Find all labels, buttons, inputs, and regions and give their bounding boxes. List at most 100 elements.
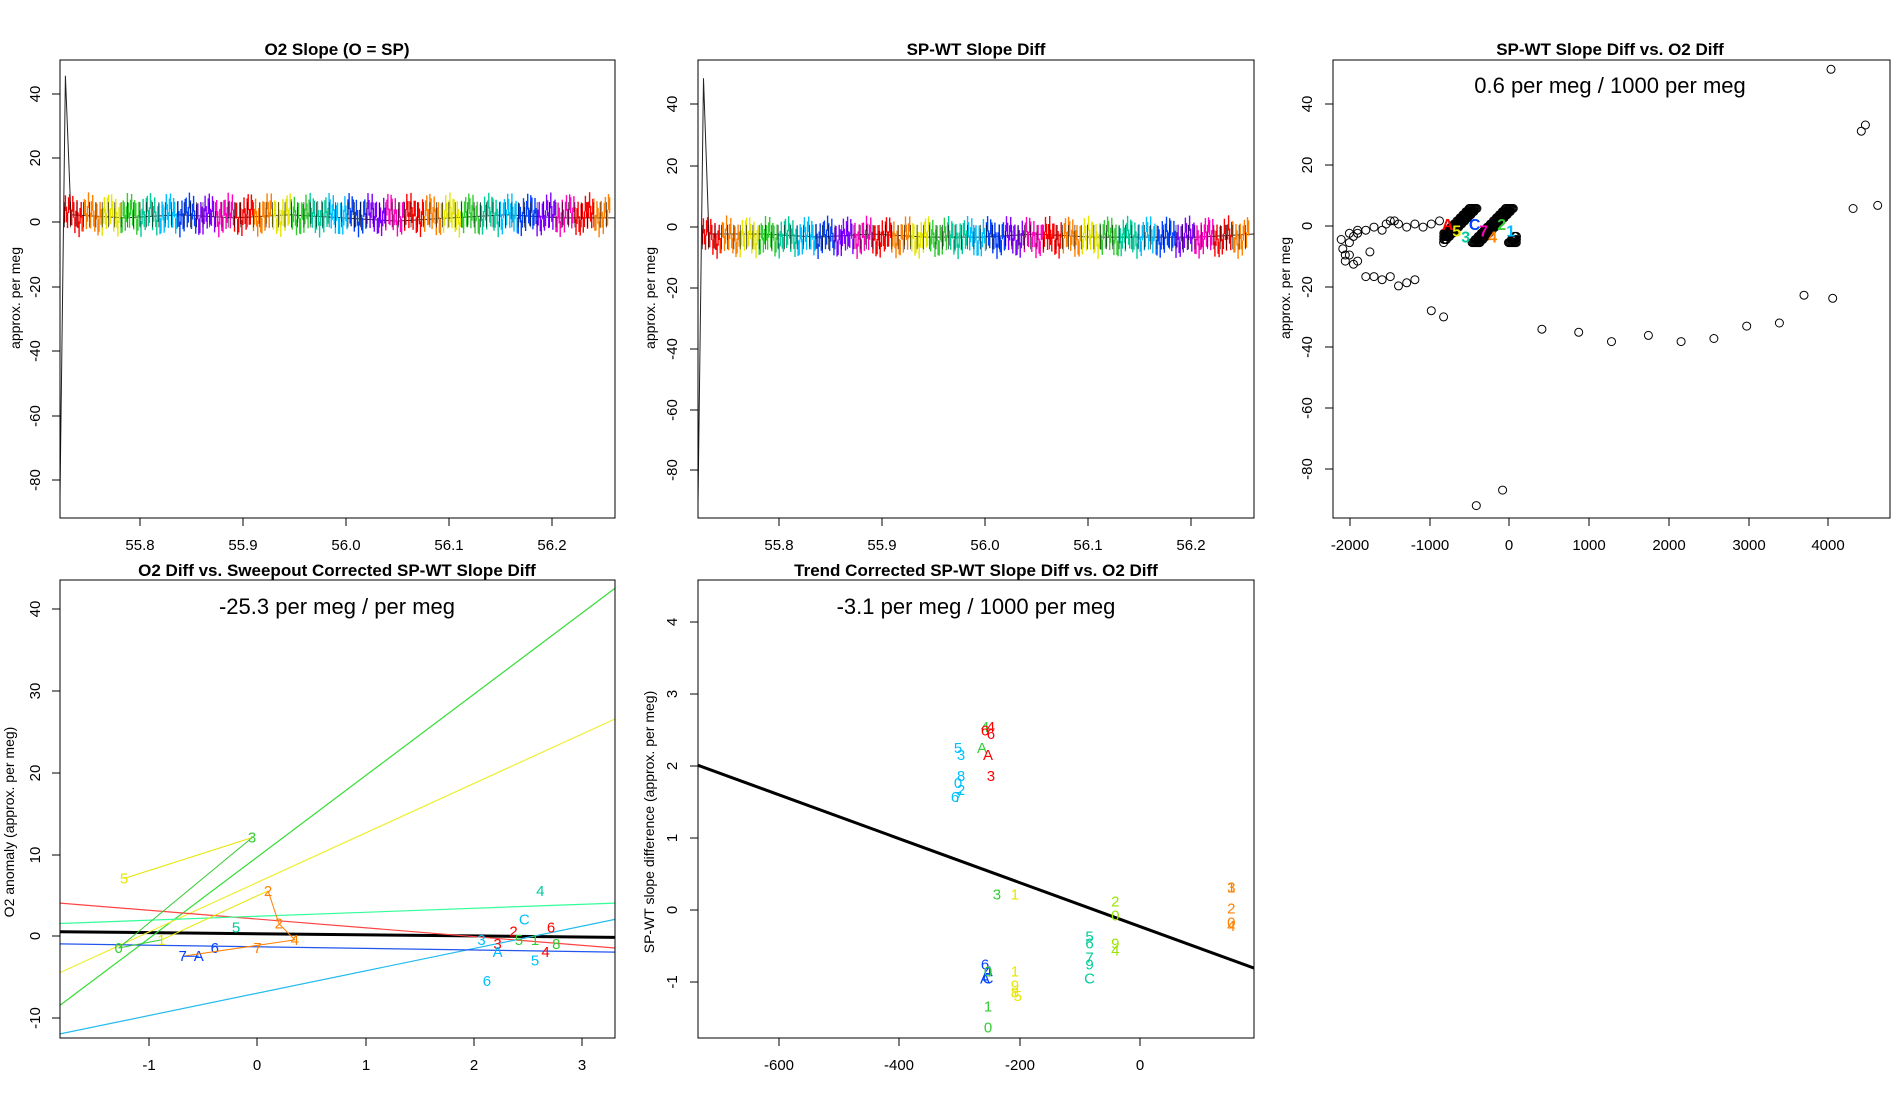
y-tick-label: -80 bbox=[1299, 458, 1316, 480]
x-tick-label: 56.1 bbox=[1073, 537, 1102, 554]
data-point bbox=[1446, 222, 1456, 232]
x-tick-label: 55.9 bbox=[867, 537, 896, 554]
data-point bbox=[1491, 213, 1501, 223]
x-tick-label: -2000 bbox=[1331, 537, 1369, 554]
data-point bbox=[1365, 247, 1375, 257]
group-fit-line bbox=[60, 587, 615, 1006]
point-label: 6 bbox=[987, 726, 995, 743]
y-tick-label: -60 bbox=[1299, 397, 1316, 419]
panel-trend-corrected: Trend Corrected SP-WT Slope Diff vs. O2 … bbox=[641, 561, 1255, 1074]
point-label: 5 bbox=[120, 871, 128, 888]
data-point bbox=[1353, 256, 1363, 266]
data-point bbox=[1353, 225, 1363, 235]
y-tick-label: 0 bbox=[664, 223, 681, 231]
data-point bbox=[1464, 204, 1474, 213]
data-point bbox=[1467, 238, 1477, 248]
x-tick-label: 0 bbox=[1505, 537, 1513, 554]
data-point bbox=[1377, 225, 1387, 235]
point-label: 6 bbox=[1085, 936, 1093, 953]
y-axis: 4 3 2 1 0 -1 bbox=[664, 618, 699, 989]
panel-slope-diff: SP-WT Slope Diff approx. per meg 55.8 55… bbox=[642, 40, 1255, 554]
data-point bbox=[1338, 244, 1348, 254]
data-point bbox=[1848, 204, 1858, 213]
point-label: 3 bbox=[493, 936, 501, 953]
x-tick-label: 1000 bbox=[1572, 537, 1605, 554]
data-point bbox=[1799, 290, 1809, 300]
x-tick-label: 4000 bbox=[1811, 537, 1844, 554]
connector-line bbox=[267, 890, 280, 924]
point-label: 8 bbox=[957, 768, 965, 785]
point-label: 0 bbox=[984, 1020, 992, 1037]
point-label: 7 bbox=[954, 789, 962, 806]
point-label: 1 bbox=[1506, 223, 1515, 240]
y-tick-label: -10 bbox=[27, 1007, 44, 1029]
y-tick-label: 0 bbox=[1299, 222, 1316, 230]
data-point bbox=[1828, 293, 1838, 303]
slope-annotation: -3.1 per meg / 1000 per meg bbox=[837, 594, 1116, 619]
group-fit-line bbox=[60, 902, 615, 949]
y-tick-label: 20 bbox=[1299, 157, 1316, 174]
x-tick-label: -1000 bbox=[1411, 537, 1449, 554]
y-axis-label: O2 anomaly (approx. per meg) bbox=[1, 727, 17, 918]
point-label: 5 bbox=[954, 740, 962, 757]
data-point bbox=[1340, 256, 1350, 266]
data-point bbox=[1377, 275, 1387, 285]
point-label: 6 bbox=[951, 789, 959, 806]
point-label: 7 bbox=[1085, 950, 1093, 967]
point-label: 3 bbox=[1227, 880, 1235, 897]
point-label: 4 bbox=[1227, 918, 1235, 935]
data-point bbox=[1435, 216, 1444, 226]
data-point bbox=[1439, 312, 1449, 322]
point-label: 8 bbox=[1011, 985, 1019, 1002]
data-point bbox=[1439, 228, 1449, 238]
point-label: 0 bbox=[115, 940, 123, 957]
data-point bbox=[1394, 281, 1403, 291]
panel-title: SP-WT Slope Diff vs. O2 Diff bbox=[1496, 40, 1724, 59]
data-point bbox=[1498, 485, 1508, 495]
x-axis: 55.8 55.9 56.0 56.1 56.2 bbox=[125, 517, 567, 554]
point-label: 9 bbox=[1085, 957, 1093, 974]
point-label: 6 bbox=[483, 973, 491, 990]
data-point bbox=[1504, 238, 1513, 248]
group-fit-line bbox=[60, 918, 615, 1035]
data-point bbox=[1500, 204, 1510, 213]
data-point bbox=[1676, 337, 1686, 347]
point-label: 2 bbox=[1497, 217, 1506, 234]
connector-line bbox=[118, 939, 162, 949]
x-tick-label: 3000 bbox=[1732, 537, 1765, 554]
point-label: 9 bbox=[1011, 978, 1019, 995]
point-label: 3 bbox=[957, 747, 965, 764]
y-axis-label: approx. per meg bbox=[7, 247, 23, 349]
y-axis-label: approx. per meg bbox=[1277, 237, 1293, 339]
y-tick-label: 1 bbox=[664, 834, 681, 842]
panel-title: SP-WT Slope Diff bbox=[907, 40, 1046, 59]
y-tick-label: 20 bbox=[664, 158, 681, 175]
point-label: 4 bbox=[984, 964, 992, 981]
y-axis: 40 20 0 -20 -40 -60 -80 bbox=[1299, 96, 1334, 480]
point-label: 5 bbox=[232, 920, 240, 937]
y-tick-label: -60 bbox=[27, 405, 44, 427]
point-label: 1 bbox=[1227, 880, 1235, 897]
y-tick-label: -40 bbox=[1299, 336, 1316, 358]
slope-annotation: -25.3 per meg / per meg bbox=[219, 594, 455, 619]
panel-title: Trend Corrected SP-WT Slope Diff vs. O2 … bbox=[794, 561, 1158, 580]
y-tick-label: 40 bbox=[1299, 96, 1316, 113]
x-tick-label: -600 bbox=[764, 1057, 794, 1074]
x-tick-label: 56.2 bbox=[537, 537, 566, 554]
data-point bbox=[1336, 235, 1346, 244]
x-tick-label: 1 bbox=[362, 1057, 370, 1074]
point-label: A bbox=[980, 971, 990, 988]
data-point bbox=[1470, 235, 1480, 244]
point-label: C bbox=[519, 911, 530, 928]
point-label: 0 bbox=[1111, 908, 1119, 925]
point-label: 5 bbox=[1085, 929, 1093, 946]
connector-line bbox=[118, 837, 253, 949]
panel-diff-vs-o2: SP-WT Slope Diff vs. O2 Diff 0.6 per meg… bbox=[1277, 40, 1891, 554]
point-label: 4 bbox=[536, 883, 544, 900]
point-label: 1 bbox=[984, 999, 992, 1016]
point-label: 7 bbox=[1479, 223, 1488, 240]
point-label: 0 bbox=[954, 775, 962, 792]
y-tick-label: 30 bbox=[27, 683, 44, 700]
point-label: A bbox=[983, 747, 993, 764]
x-axis: -600 -400 -200 0 bbox=[764, 1037, 1144, 1074]
